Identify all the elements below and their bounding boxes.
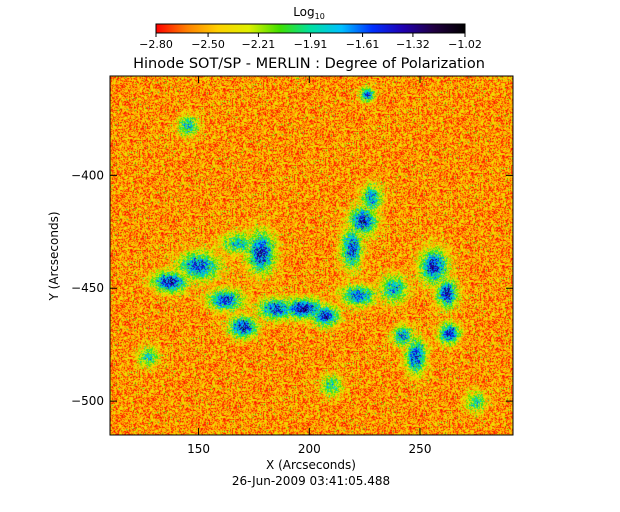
colorbar-label-subscript: 10 [315,12,325,21]
colorbar-tick-label: −1.02 [448,38,482,51]
y-tick-label: −500 [71,394,104,408]
colorbar-ticks: −2.80 −2.50 −2.21 −1.91 −1.61 −1.32 −1.02 [139,33,482,51]
heatmap [110,76,513,435]
y-axis: −400 −450 −500 [71,168,513,408]
colorbar-tick-label: −1.61 [346,38,380,51]
colorbar-tick-label: −1.32 [396,38,430,51]
y-tick-label: −400 [71,168,104,182]
x-tick-label: 150 [187,442,210,456]
plot-frame [109,75,514,436]
y-tick-label: −450 [71,281,104,295]
heatmap-canvas [110,76,513,435]
colorbar-tick-label: −2.80 [139,38,173,51]
colorbar-label: Log10 [293,5,325,21]
x-axis-label: X (Arcseconds) [266,458,356,472]
colorbar-tick-label: −2.50 [191,38,225,51]
colorbar [155,23,466,34]
x-tick-label: 250 [409,442,432,456]
chart-title: Hinode SOT/SP - MERLIN : Degree of Polar… [133,56,485,72]
timestamp: 26-Jun-2009 03:41:05.488 [232,474,390,488]
y-axis-label: Y (Arcseconds) [47,211,61,301]
colorbar-tick-label: −2.21 [242,38,276,51]
x-axis: 150 200 250 [187,76,431,456]
x-tick-label: 200 [298,442,321,456]
colorbar-tick-label: −1.91 [294,38,328,51]
